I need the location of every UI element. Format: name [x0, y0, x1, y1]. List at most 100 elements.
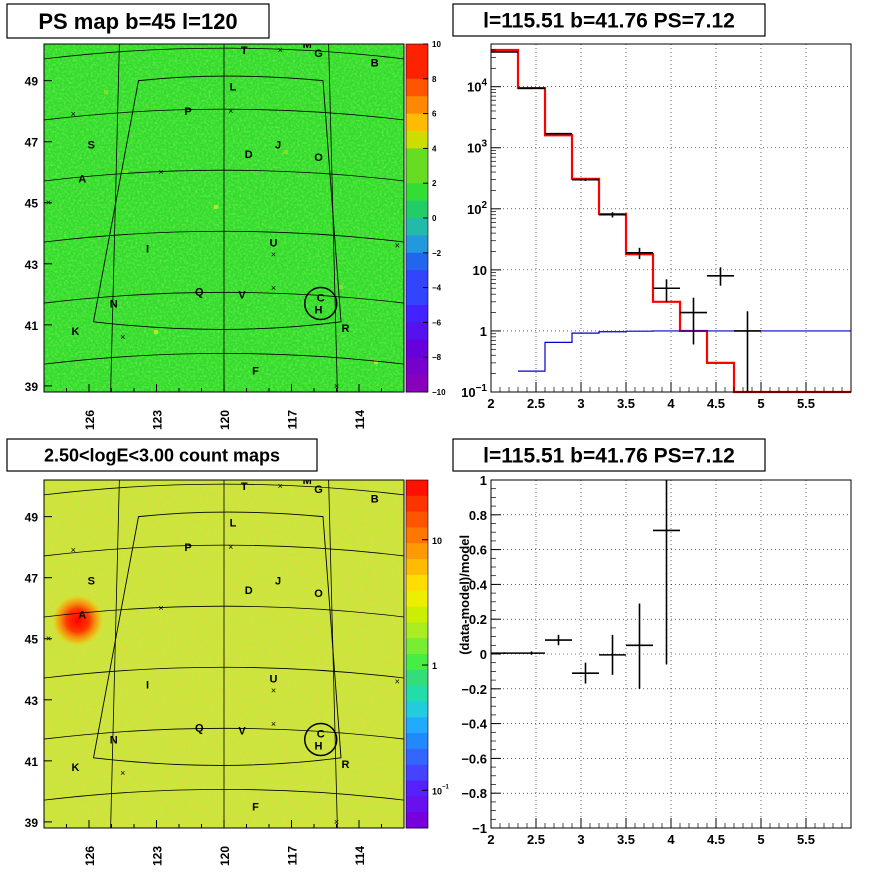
- colorbar-tick-label: 10: [432, 536, 442, 546]
- spectrum-title-box: [452, 3, 766, 37]
- y-tick-label: 1: [480, 473, 487, 488]
- colorbar-cell: [406, 252, 428, 271]
- y-tick-label: 0.2: [469, 612, 487, 627]
- colorbar-cell: [406, 654, 428, 671]
- colorbar-cell: [406, 374, 428, 393]
- y-tick-label: 49: [25, 75, 39, 89]
- source-label-u: U: [270, 673, 278, 685]
- x-tick-label: 114: [353, 846, 367, 866]
- graticule-longitude: [110, 480, 120, 828]
- point-source-marker: ×: [158, 167, 163, 177]
- graticule-longitude: [110, 44, 120, 392]
- colorbar-cell: [406, 480, 428, 497]
- residual-panel: 2 2.5 3 3.5 4 4.5 5 5.5 1 0.8 0.6 0.4 0.2 0 −0.2 −0.4 −0…: [452, 438, 852, 847]
- point-source-marker: ×: [228, 542, 233, 552]
- source-label-b: B: [371, 493, 379, 505]
- colorbar-cell: [406, 339, 428, 358]
- y-tick-label: 49: [25, 511, 39, 525]
- y-tick-label: 43: [25, 258, 39, 272]
- x-tick-label: 2.5: [527, 396, 545, 411]
- spectrum-series: [491, 48, 851, 394]
- colorbar-cell: [406, 606, 428, 623]
- colorbar-cell: [406, 559, 428, 576]
- x-tick-label: 4: [667, 396, 675, 411]
- source-label-t: T: [241, 481, 248, 493]
- y-tick-label: 10: [473, 263, 487, 278]
- colorbar-tick-label: 8: [432, 75, 437, 84]
- source-label-a: A: [78, 173, 86, 185]
- point-source-marker: ×: [395, 676, 400, 686]
- source-label-j: J: [275, 140, 281, 152]
- source-label-f: F: [252, 802, 259, 814]
- source-label-h: H: [315, 305, 323, 317]
- map-pixel: [154, 330, 158, 334]
- map-pixel: [124, 170, 128, 174]
- y-tick-label: −0.2: [461, 682, 487, 697]
- y-tick-label: 104: [467, 78, 487, 95]
- graticule-longitude: [433, 475, 451, 833]
- x-tick-label: 4.5: [707, 396, 725, 411]
- colorbar-tick-label: −8: [432, 353, 442, 362]
- source-label-o: O: [314, 588, 323, 600]
- point-source-marker: ×: [278, 481, 283, 491]
- source-label-m: M: [303, 475, 312, 487]
- source-label-j: J: [275, 576, 281, 588]
- colorbar-cell: [406, 748, 428, 766]
- y-tick-label: 43: [25, 694, 39, 708]
- colorbar-cell: [406, 527, 428, 544]
- source-label-n: N: [110, 734, 118, 746]
- point-source-marker: ×: [334, 381, 339, 391]
- colorbar-tick-label: 0: [432, 214, 437, 223]
- point-source-marker: ×: [271, 283, 276, 293]
- source-label-c: C: [317, 292, 325, 304]
- x-tick-label: 117: [286, 846, 300, 866]
- x-tick-label: 120: [218, 846, 232, 866]
- source-label-l: L: [230, 518, 237, 530]
- point-source-marker: ×: [334, 817, 339, 827]
- colorbar-cell: [406, 287, 428, 306]
- x-tick-label: 120: [218, 410, 232, 430]
- map-pixel: [374, 360, 378, 364]
- source-label-q: Q: [195, 286, 204, 298]
- residual-title-box: [452, 438, 766, 472]
- colorbar-tick-label: 1: [432, 661, 437, 671]
- x-tick-label: 3.5: [617, 832, 635, 847]
- colorbar-cell: [406, 543, 428, 560]
- point-source-marker: ×: [271, 250, 276, 260]
- roi-outline: [92, 511, 342, 766]
- colorbar-cell: [406, 780, 428, 797]
- source-label-f: F: [252, 366, 259, 378]
- source-label-r: R: [342, 759, 350, 771]
- source-label-g: G: [314, 484, 323, 496]
- y-tick-label: 10−1: [461, 383, 487, 400]
- point-source-marker: ×: [271, 686, 276, 696]
- y-tick-label: 1: [480, 324, 487, 339]
- colorbar-cell: [406, 812, 428, 829]
- model-total-line: [491, 48, 851, 394]
- y-tick-label: 0.4: [469, 577, 488, 592]
- y-tick-label: −0.6: [461, 751, 487, 766]
- source-label-n: N: [110, 298, 118, 310]
- colorbar-tick-label: 10: [432, 40, 441, 49]
- x-tick-label: 126: [83, 410, 97, 430]
- colorbar-cell: [406, 200, 428, 219]
- y-tick-label: 0: [480, 647, 487, 662]
- x-tick-label: 2.5: [527, 832, 545, 847]
- count-map-title-box: [6, 438, 318, 472]
- y-tick-label: 45: [25, 197, 39, 211]
- x-tick-label: 2: [487, 832, 494, 847]
- colorbar-cell: [406, 511, 428, 528]
- source-label-t: T: [241, 45, 248, 57]
- colorbar-cell: [406, 733, 428, 750]
- source-label-h: H: [315, 741, 323, 753]
- source-label-r: R: [342, 323, 350, 335]
- spectrum-panel: 2 2.5 3 3.5 4 4.5 5 5.5 10−1 1 10 102 103 104 l=115.51…: [452, 3, 852, 411]
- y-tick-label: 102: [467, 200, 487, 217]
- source-label-p: P: [184, 106, 191, 118]
- x-tick-label: 2: [487, 396, 494, 411]
- x-tick-label: 117: [286, 410, 300, 430]
- colorbar-cell: [406, 638, 428, 655]
- point-source-marker: ×: [71, 545, 76, 555]
